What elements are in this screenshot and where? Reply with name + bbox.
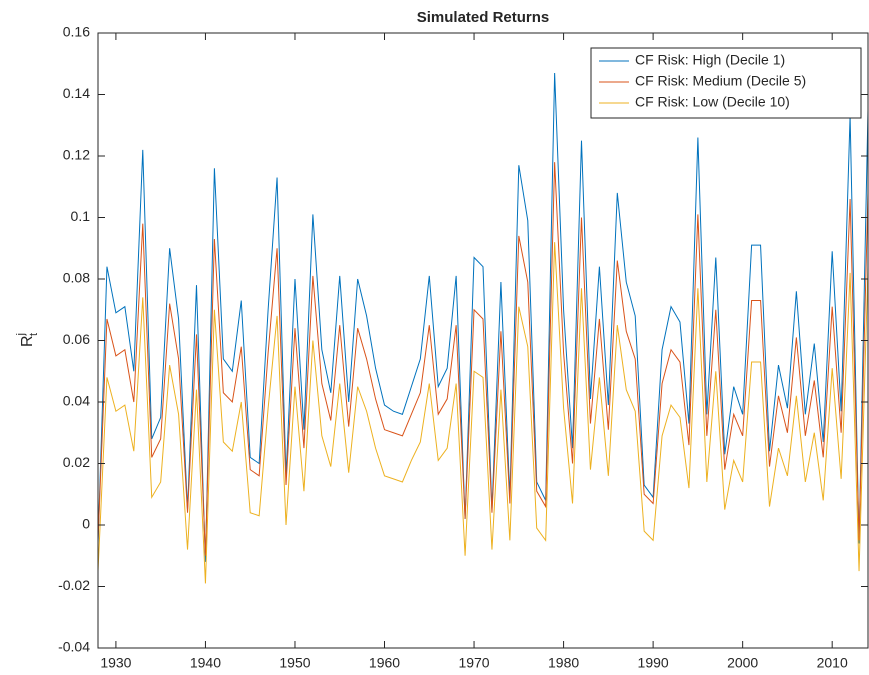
y-tick-label: -0.02 (58, 577, 90, 593)
y-tick-label: 0.1 (71, 208, 91, 224)
legend-box (590, 47, 862, 119)
series-line (97, 72, 869, 562)
y-tick-label: 0.02 (63, 454, 90, 470)
x-tick-label: 1990 (638, 655, 669, 671)
x-tick-label: 1950 (279, 655, 310, 671)
y-axis-label: Rjt (15, 333, 40, 347)
y-tick-label: 0.04 (63, 393, 90, 409)
x-tick-label: 1970 (458, 655, 489, 671)
x-tick-label: 2000 (727, 655, 758, 671)
series-line (97, 242, 869, 584)
y-tick-label: 0.06 (63, 331, 90, 347)
x-tick-label: 1960 (369, 655, 400, 671)
y-tick-label: 0.08 (63, 270, 90, 286)
legend-label: CF Risk: High (Decile 1) (635, 52, 785, 68)
axes-box (97, 32, 869, 649)
y-tick-label: 0.14 (63, 85, 90, 101)
series-line (97, 162, 869, 556)
y-tick-label: 0 (82, 516, 90, 532)
x-tick-label: 1930 (100, 655, 131, 671)
y-tick-label: 0.12 (63, 147, 90, 163)
y-tick-label: 0.16 (63, 24, 90, 40)
x-tick-label: 2010 (817, 655, 848, 671)
y-tick-label: -0.04 (58, 639, 90, 655)
y-label-base: R (19, 335, 36, 347)
x-tick-label: 1940 (190, 655, 221, 671)
chart-title: Simulated Returns (417, 9, 550, 26)
y-label-sub: t (28, 333, 40, 336)
x-tick-label: 1980 (548, 655, 579, 671)
plot-area (97, 72, 869, 584)
legend-label: CF Risk: Low (Decile 10) (635, 94, 790, 110)
legend-label: CF Risk: Medium (Decile 5) (635, 73, 806, 89)
y-label-sup: j (15, 333, 27, 336)
